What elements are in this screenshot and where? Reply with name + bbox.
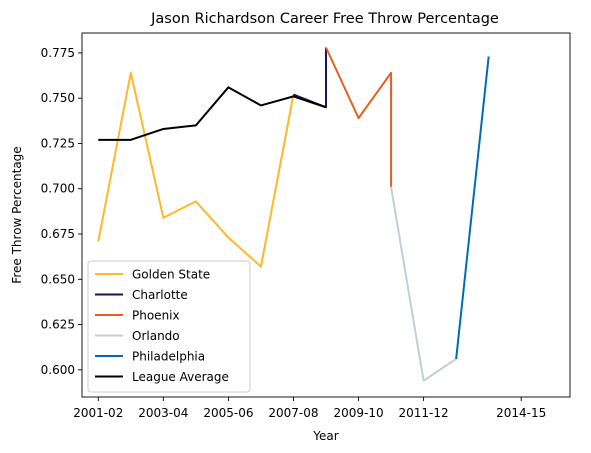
legend-box — [87, 260, 251, 393]
x-tick-label: 2003-04 — [138, 406, 188, 420]
legend-label-phoenix: Phoenix — [132, 309, 180, 323]
series-line-phoenix — [325, 47, 393, 187]
series-layer — [97, 47, 490, 382]
plot-frame — [81, 32, 571, 398]
series-line-league-average — [98, 86, 327, 141]
legend: Golden State Charlotte Phoenix Orlando Phila… — [87, 260, 251, 393]
legend-label-orlando: Orlando — [132, 329, 180, 343]
chart-title: Jason Richardson Career Free Throw Perce… — [150, 11, 499, 27]
axes: 2001-02 2003-04 2005-06 2007-08 2009-10 2011-… — [41, 32, 571, 420]
series-line-orlando — [390, 186, 457, 382]
x-tick-label: 2014-15 — [496, 406, 546, 420]
x-tick-label: 2011-12 — [399, 406, 449, 420]
x-tick-label: 2009-10 — [333, 406, 383, 420]
y-tick-label: 0.750 — [41, 91, 75, 105]
x-tick-label: 2007-08 — [268, 406, 318, 420]
legend-label-philadelphia: Philadelphia — [132, 350, 205, 364]
y-tick-label: 0.600 — [41, 363, 75, 377]
y-tick-label: 0.775 — [41, 46, 75, 60]
series-line-golden-state — [97, 71, 295, 268]
x-tick-label: 2001-02 — [73, 406, 123, 420]
series-line-philadelphia — [455, 56, 490, 360]
y-tick-label: 0.700 — [41, 182, 75, 196]
y-axis-label: Free Throw Percentage — [10, 146, 24, 283]
legend-label-golden-state: Golden State — [132, 268, 210, 282]
y-tick-label: 0.725 — [41, 136, 75, 150]
y-tick-label: 0.625 — [41, 318, 75, 332]
y-tick-label: 0.650 — [41, 272, 75, 286]
x-tick-label: 2005-06 — [203, 406, 253, 420]
legend-label-league-average: League Average — [132, 370, 229, 384]
x-axis-label: Year — [312, 429, 338, 443]
legend-label-charlotte: Charlotte — [132, 288, 188, 302]
y-tick-label: 0.675 — [41, 227, 75, 241]
